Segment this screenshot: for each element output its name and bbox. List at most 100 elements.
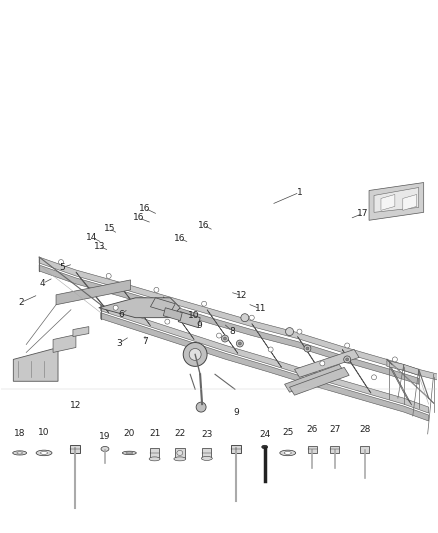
Text: 17: 17 [357,209,368,218]
Ellipse shape [280,450,296,456]
Polygon shape [73,327,89,336]
Text: 15: 15 [103,224,115,233]
Text: 3: 3 [116,339,122,348]
Text: 2: 2 [18,298,24,307]
FancyBboxPatch shape [307,446,317,453]
Text: 12: 12 [237,291,248,300]
Polygon shape [290,367,349,395]
Text: 23: 23 [201,430,212,439]
Text: 21: 21 [149,429,160,438]
Circle shape [306,347,309,350]
Polygon shape [101,313,429,421]
Ellipse shape [149,457,160,461]
Text: 28: 28 [359,425,371,434]
Polygon shape [252,324,282,367]
Circle shape [304,345,311,352]
Circle shape [346,358,349,361]
Polygon shape [76,272,109,313]
Polygon shape [285,365,344,392]
Polygon shape [163,308,182,321]
Circle shape [237,340,244,347]
Ellipse shape [177,450,183,455]
Text: 16: 16 [133,213,144,222]
Circle shape [183,343,207,366]
FancyBboxPatch shape [231,445,241,453]
FancyBboxPatch shape [71,445,80,453]
Text: 16: 16 [198,221,209,230]
Text: 27: 27 [329,425,340,434]
Polygon shape [39,265,419,384]
Ellipse shape [122,451,136,455]
Ellipse shape [36,450,52,456]
Polygon shape [419,369,438,380]
Text: 1: 1 [297,188,302,197]
Polygon shape [404,365,419,375]
Polygon shape [39,257,419,375]
Circle shape [196,402,206,412]
Circle shape [286,328,293,336]
Circle shape [320,361,325,366]
Polygon shape [207,310,238,353]
Polygon shape [13,348,58,381]
Polygon shape [178,312,200,328]
Text: 5: 5 [60,263,65,272]
Text: 8: 8 [229,327,235,336]
Text: 20: 20 [124,429,135,438]
Polygon shape [294,350,359,377]
Circle shape [392,357,397,362]
Ellipse shape [174,457,186,461]
Text: 24: 24 [259,430,270,439]
Polygon shape [297,336,326,380]
Text: 10: 10 [38,428,50,437]
Circle shape [268,347,273,352]
Circle shape [241,314,249,321]
Circle shape [201,301,207,306]
Circle shape [59,260,64,264]
Circle shape [154,287,159,292]
FancyBboxPatch shape [150,448,159,458]
Polygon shape [387,361,412,405]
Text: 7: 7 [142,337,148,346]
Text: 9: 9 [197,321,202,330]
Text: 25: 25 [282,428,293,437]
Polygon shape [119,284,150,326]
Circle shape [371,375,377,380]
Text: 9: 9 [233,408,239,417]
Ellipse shape [262,445,268,449]
Polygon shape [99,298,180,318]
Text: 22: 22 [174,429,185,438]
Circle shape [249,315,254,320]
Text: 19: 19 [99,432,111,441]
Circle shape [223,337,226,340]
Text: 4: 4 [40,279,46,288]
FancyBboxPatch shape [330,446,339,453]
Ellipse shape [126,452,133,454]
Text: 14: 14 [86,233,98,242]
Polygon shape [381,195,395,211]
Ellipse shape [40,451,48,454]
Polygon shape [53,335,76,352]
Polygon shape [387,360,404,370]
Text: 12: 12 [70,401,81,410]
Polygon shape [56,280,131,305]
FancyBboxPatch shape [202,448,211,457]
Text: 26: 26 [307,425,318,434]
Text: 16: 16 [174,234,186,243]
Text: 16: 16 [139,204,151,213]
FancyBboxPatch shape [360,446,369,453]
Polygon shape [403,195,417,211]
Ellipse shape [201,456,212,461]
Circle shape [216,333,222,338]
Circle shape [189,349,201,360]
Circle shape [344,356,351,363]
Circle shape [113,305,118,310]
Circle shape [345,343,350,348]
FancyBboxPatch shape [175,448,185,458]
Polygon shape [163,297,194,340]
Polygon shape [374,188,419,212]
Ellipse shape [17,452,22,454]
Circle shape [297,329,302,334]
Text: 18: 18 [14,429,25,438]
Polygon shape [369,182,424,220]
Polygon shape [342,350,371,393]
